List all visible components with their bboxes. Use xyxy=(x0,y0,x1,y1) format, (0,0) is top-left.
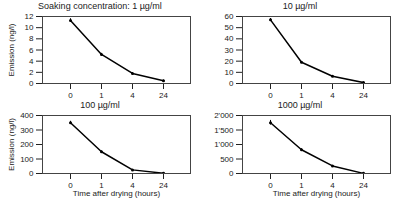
svg-text:4: 4 xyxy=(29,57,34,66)
svg-text:1: 1 xyxy=(299,91,304,99)
svg-text:30: 30 xyxy=(225,46,234,55)
svg-text:Time after drying (hours): Time after drying (hours) xyxy=(73,189,161,198)
svg-text:40: 40 xyxy=(225,34,234,43)
svg-text:Emission (ng/l): Emission (ng/l) xyxy=(7,118,16,171)
svg-text:0: 0 xyxy=(268,181,273,191)
html-text:Soaking concentration: 1 µg/ml: Soaking concentration: 1 µg/ml xyxy=(38,1,162,11)
svg-text:1: 1 xyxy=(99,91,104,99)
svg-text:200: 200 xyxy=(20,140,34,149)
svg-text:Time after drying (hours): Time after drying (hours) xyxy=(273,189,361,198)
html-text:10 µg/ml: 10 µg/ml xyxy=(282,1,318,11)
svg-text:24: 24 xyxy=(359,181,368,190)
svg-text:300: 300 xyxy=(20,126,34,135)
svg-text:20: 20 xyxy=(225,57,234,66)
svg-text:0: 0 xyxy=(229,79,234,88)
svg-text:10: 10 xyxy=(225,68,234,77)
svg-text:0: 0 xyxy=(68,181,73,191)
svg-text:24: 24 xyxy=(359,91,368,99)
svg-text:60: 60 xyxy=(225,12,234,21)
svg-text:10: 10 xyxy=(25,23,34,32)
svg-text:6: 6 xyxy=(29,46,34,55)
svg-text:4: 4 xyxy=(130,181,135,191)
svg-text:24: 24 xyxy=(159,91,168,99)
svg-text:0: 0 xyxy=(29,79,34,88)
svg-text:400: 400 xyxy=(20,111,34,120)
svg-text:1'000: 1'000 xyxy=(214,140,234,149)
svg-text:1: 1 xyxy=(299,181,304,191)
svg-text:4: 4 xyxy=(330,91,335,99)
svg-text:4: 4 xyxy=(330,181,335,191)
svg-text:12: 12 xyxy=(25,12,34,21)
svg-text:0: 0 xyxy=(68,91,73,99)
html-text:1000 µg/ml: 1000 µg/ml xyxy=(277,100,323,110)
svg-text:500: 500 xyxy=(220,155,234,164)
svg-text:1'500: 1'500 xyxy=(214,126,234,135)
svg-text:0: 0 xyxy=(229,169,234,178)
svg-text:1: 1 xyxy=(99,181,104,191)
svg-text:Emission (ng/l): Emission (ng/l) xyxy=(7,23,16,76)
svg-text:8: 8 xyxy=(29,34,34,43)
svg-text:2'000: 2'000 xyxy=(214,111,234,120)
html-text:100 µg/ml: 100 µg/ml xyxy=(80,100,120,110)
svg-text:100: 100 xyxy=(20,155,34,164)
svg-text:4: 4 xyxy=(130,91,135,99)
svg-text:0: 0 xyxy=(29,169,34,178)
svg-text:24: 24 xyxy=(159,181,168,190)
svg-text:2: 2 xyxy=(29,68,34,77)
svg-text:50: 50 xyxy=(225,23,234,32)
svg-text:0: 0 xyxy=(268,91,273,99)
